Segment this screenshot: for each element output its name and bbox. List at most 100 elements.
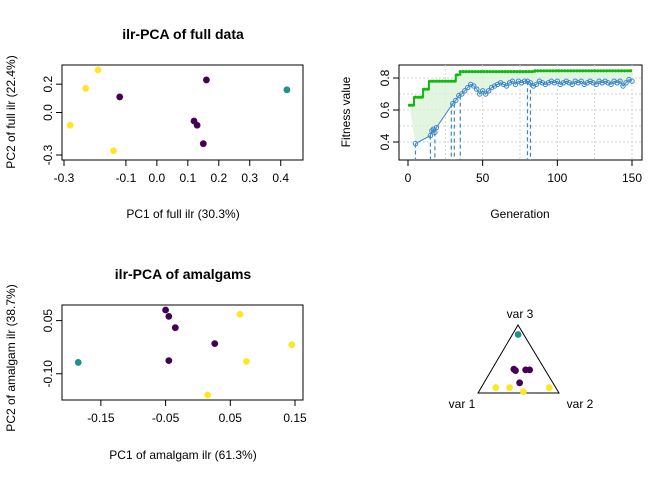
best-fitness-point [443,79,447,83]
best-fitness-point [497,70,501,74]
mean-fitness-point [533,81,540,88]
data-point [66,121,74,129]
data-point [165,312,173,320]
best-fitness-point [599,69,603,73]
x-tick-label: 0.3 [241,171,258,185]
data-point [165,357,173,365]
best-fitness-point [512,70,516,74]
y-axis: 0.4 0.6 0.8 [378,69,400,150]
ternary-point [516,379,524,387]
mean-fitness-point [578,78,584,84]
mean-fitness-point [465,84,471,91]
ternary-point [519,388,527,396]
best-fitness-point [476,70,480,74]
x-tick-label: -0.05 [152,411,180,425]
mean-fitness-point [554,78,561,84]
data-point [211,340,219,348]
best-fitness-point [467,70,471,74]
mean-fitness-point [427,132,434,139]
y-axis: -0.3 0.0 0.2 [41,76,63,165]
best-fitness-point [602,69,606,73]
best-fitness-point [470,70,474,74]
x-tick-label: 100 [547,171,567,185]
series [407,69,635,160]
data-point [288,341,296,349]
data-point [116,93,124,101]
best-fitness-point [590,69,594,73]
best-fitness-point [536,69,540,73]
best-fitness-point [584,69,588,73]
mean-fitness-point [462,88,468,94]
best-fitness-point [419,95,424,99]
best-fitness-point [539,69,543,73]
best-fitness-point [482,70,486,74]
best-fitness-point [605,69,609,73]
mean-fitness-point [617,78,623,84]
mean-fitness-point [527,80,534,86]
vertex-label-top: var 3 [507,307,534,321]
data-point [162,306,169,314]
mean-fitness-point [482,91,489,97]
x-axis-label: Generation [490,207,549,221]
x-tick-label: 150 [622,171,642,185]
best-fitness-point [610,69,615,73]
data-point [82,85,90,92]
x-tick-label: 0.0 [149,171,166,185]
best-fitness-point [521,70,525,74]
best-fitness-point [560,69,564,73]
best-fitness-point [506,70,510,74]
x-tick-label: 50 [476,171,490,185]
mean-fitness-point [453,97,459,104]
data-point [193,121,201,129]
best-fitness-point [587,69,591,73]
mean-fitness-point [485,88,492,94]
data-point [236,310,244,318]
mean-fitness-point [473,86,480,92]
mean-fitness-point [412,140,419,147]
best-fitness-point [488,70,492,74]
best-fitness-point [581,69,585,73]
best-fitness-point [557,69,561,73]
y-axis-label: Fitness value [339,76,353,147]
best-fitness-point [628,69,633,73]
mean-fitness-point [471,83,477,89]
best-fitness-point [449,79,453,83]
vertex-label-left: var 1 [449,397,476,411]
best-fitness-point [593,69,597,73]
x-tick-label: -0.15 [87,411,115,425]
data-point [110,147,117,155]
y-tick-label: 0.4 [378,133,392,150]
best-fitness-point [551,69,555,73]
best-fitness-point [494,70,498,74]
best-fitness-point [596,69,600,73]
best-fitness-point [473,70,477,74]
best-fitness-point [622,69,627,73]
best-fitness-point [422,87,427,91]
y-axis-label: PC2 of amalgam ilr (38.7%) [4,284,18,431]
best-fitness-point [458,70,462,74]
panel-ternary: var 3 var 1 var 2 [449,307,594,411]
best-fitness-point [563,69,567,73]
mean-fitness-point [432,129,438,136]
x-axis-label: PC1 of full ilr (30.3%) [126,207,239,221]
x-axis: -0.15 -0.05 0.05 0.15 [87,399,307,425]
y-axis: -0.10 0.05 [41,309,63,387]
best-fitness-point [509,70,513,74]
ternary-point [512,367,519,374]
best-fitness-point [530,70,534,74]
data-point [74,359,82,366]
x-tick-label: -0.3 [54,171,75,185]
y-tick-label: 0.8 [378,69,392,86]
best-fitness-point [425,87,430,91]
panel-fitness: Generation Fitness value 0 50 100 150 0.40.… [339,64,643,221]
mean-fitness-point [479,88,486,94]
x-tick-label: 0.05 [219,411,243,425]
best-fitness-point [545,69,549,73]
data-point [203,76,210,84]
best-fitness-point [434,79,438,83]
best-fitness-point [575,69,579,73]
y-tick-label: 0.0 [41,104,55,121]
best-fitness-point [515,70,519,74]
mean-fitness-point [569,81,575,88]
x-tick-label: -0.1 [116,171,137,185]
